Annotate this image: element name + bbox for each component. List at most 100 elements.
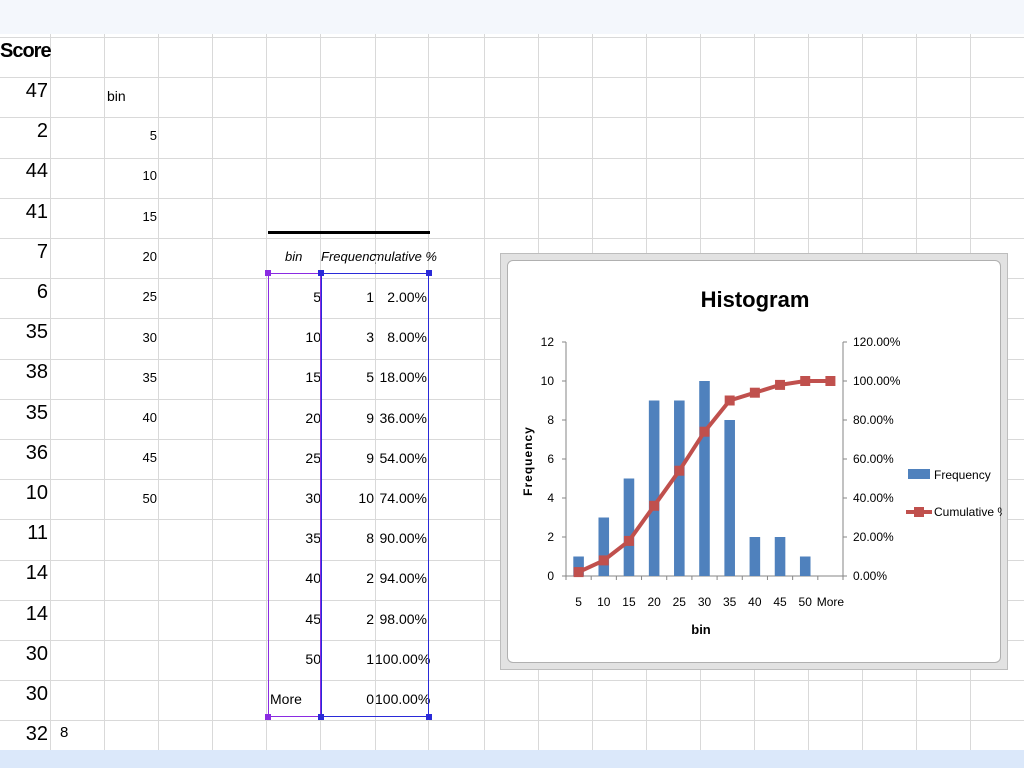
table-cell-frequency[interactable]: 5 — [366, 369, 374, 386]
gridline-vertical — [484, 34, 485, 750]
selection-handle[interactable] — [318, 714, 324, 720]
table-top-border — [268, 231, 430, 234]
y-tick-label: 6 — [547, 452, 554, 466]
bin-cell[interactable]: 5 — [149, 128, 157, 143]
score-cell[interactable]: 30 — [25, 642, 48, 665]
gridline-vertical — [212, 34, 213, 750]
bin-cell[interactable]: 30 — [142, 329, 157, 345]
table-cell-cumulative[interactable]: 54.00% — [379, 449, 427, 466]
table-cell-bin[interactable]: 15 — [305, 369, 321, 386]
chart-area[interactable]: Histogram 0 2 4 6 8 10 12 0.00% 20.00% 40.00% 60.00… — [507, 260, 1002, 663]
score-cell[interactable]: 2 — [36, 120, 48, 143]
table-cell-cumulative[interactable]: 90.00% — [379, 530, 427, 547]
frequency-bar — [623, 478, 635, 576]
score-cell[interactable]: 35 — [25, 401, 48, 424]
table-cell-frequency[interactable]: 9 — [366, 449, 374, 466]
x-tick-label: 10 — [597, 595, 611, 609]
frequency-bar — [699, 381, 710, 576]
score-cell[interactable]: 30 — [25, 683, 48, 705]
score-cell[interactable]: 41 — [25, 200, 48, 223]
table-cell-cumulative[interactable]: 36.00% — [379, 409, 427, 426]
table-cell-frequency[interactable]: 10 — [358, 490, 374, 506]
table-cell-cumulative[interactable]: 98.00% — [379, 610, 427, 627]
selection-handle[interactable] — [265, 270, 271, 276]
table-cell-frequency[interactable]: 2 — [366, 570, 374, 587]
table-cell-cumulative[interactable]: 8.00% — [387, 329, 427, 346]
x-tick-label: 45 — [773, 595, 787, 609]
score-header: Score — [0, 40, 52, 62]
x-tick-label: 15 — [622, 595, 636, 609]
score-cell[interactable]: 6 — [36, 281, 48, 303]
histogram-chart: Histogram0246810120.00%20.00%40.00%60.00… — [521, 287, 1002, 637]
table-cell-cumulative[interactable]: 94.00% — [379, 570, 427, 587]
table-cell-bin[interactable]: 40 — [305, 570, 321, 587]
legend-cumulative-marker — [914, 507, 924, 517]
table-cell-frequency[interactable]: 2 — [366, 610, 374, 627]
cumulative-marker — [724, 395, 735, 406]
table-cell-bin[interactable]: 20 — [305, 409, 321, 426]
table-cell-cumulative[interactable]: 74.00% — [379, 490, 427, 506]
selection-handle[interactable] — [426, 714, 432, 720]
x-tick-label: 40 — [748, 595, 762, 609]
table-cell-cumulative[interactable]: 100.00% — [375, 691, 431, 707]
bin-cell[interactable]: 15 — [142, 208, 157, 224]
score-cell[interactable]: 14 — [25, 562, 48, 585]
score-cell[interactable]: 36 — [25, 441, 48, 464]
table-header-cumulative: Cumulative % — [375, 249, 437, 264]
table-cell-frequency[interactable]: 8 — [366, 530, 374, 547]
x-tick-label: 20 — [647, 595, 661, 609]
cumulative-marker — [674, 465, 685, 476]
score-cell[interactable]: 44 — [25, 160, 48, 183]
table-cell-bin[interactable]: More — [270, 691, 302, 707]
table-cell-bin[interactable]: 10 — [305, 329, 321, 346]
cumulative-marker — [623, 535, 634, 546]
gridline-horizontal — [0, 117, 1024, 119]
bin-cell[interactable]: 50 — [142, 490, 157, 506]
table-cell-bin[interactable]: 25 — [305, 449, 321, 466]
x-tick-label: More — [817, 595, 845, 609]
slide-top-band — [0, 0, 1024, 34]
score-cell[interactable]: 47 — [25, 80, 48, 102]
selection-handle[interactable] — [318, 270, 324, 276]
score-cell[interactable]: 11 — [27, 522, 48, 545]
score-cell[interactable]: 7 — [36, 240, 48, 263]
table-cell-frequency[interactable]: 9 — [366, 409, 374, 426]
score-cell[interactable]: 32 — [25, 723, 48, 746]
chart-frame[interactable]: Histogram 0 2 4 6 8 10 12 0.00% 20.00% 40.00% 60.00… — [500, 253, 1008, 670]
table-cell-bin[interactable]: 45 — [305, 610, 321, 627]
gridline-horizontal — [0, 37, 1024, 38]
gridline-horizontal — [0, 680, 1024, 682]
cumulative-marker — [749, 387, 760, 398]
table-cell-cumulative[interactable]: 2.00% — [387, 289, 427, 305]
bin-cell[interactable]: 45 — [142, 450, 157, 466]
bin-cell[interactable]: 10 — [142, 168, 157, 184]
bin-cell[interactable]: 25 — [142, 289, 157, 305]
y2-tick-label: 60.00% — [853, 452, 894, 466]
selection-handle[interactable] — [426, 270, 432, 276]
cumulative-marker — [699, 426, 710, 437]
frequency-bar — [648, 400, 660, 576]
y-tick-label: 0 — [547, 569, 554, 583]
table-cell-frequency[interactable]: 1 — [366, 650, 374, 667]
table-cell-frequency[interactable]: 1 — [366, 289, 374, 305]
table-cell-bin[interactable]: 35 — [305, 530, 321, 547]
bin-cell[interactable]: 20 — [142, 248, 157, 264]
table-header-cumulative-text: Cumulative % — [375, 249, 437, 264]
cumulative-marker — [573, 567, 584, 578]
score-cell[interactable]: 35 — [25, 321, 48, 344]
table-cell-frequency[interactable]: 3 — [366, 329, 374, 346]
table-cell-cumulative[interactable]: 18.00% — [379, 369, 427, 386]
table-cell-frequency[interactable]: 0 — [366, 691, 374, 707]
bin-cell[interactable]: 35 — [142, 369, 157, 385]
selection-handle[interactable] — [265, 714, 271, 720]
table-cell-bin[interactable]: 30 — [305, 490, 321, 506]
x-tick-label: 50 — [799, 595, 813, 609]
table-cell-cumulative[interactable]: 100.00% — [375, 650, 431, 667]
table-cell-bin[interactable]: 5 — [313, 289, 321, 305]
score-cell[interactable]: 38 — [25, 361, 48, 384]
bin-cell[interactable]: 40 — [142, 410, 157, 426]
score-cell[interactable]: 10 — [25, 482, 48, 504]
x-tick-label: 30 — [698, 595, 712, 609]
table-cell-bin[interactable]: 50 — [305, 650, 321, 667]
score-cell[interactable]: 14 — [25, 602, 48, 625]
